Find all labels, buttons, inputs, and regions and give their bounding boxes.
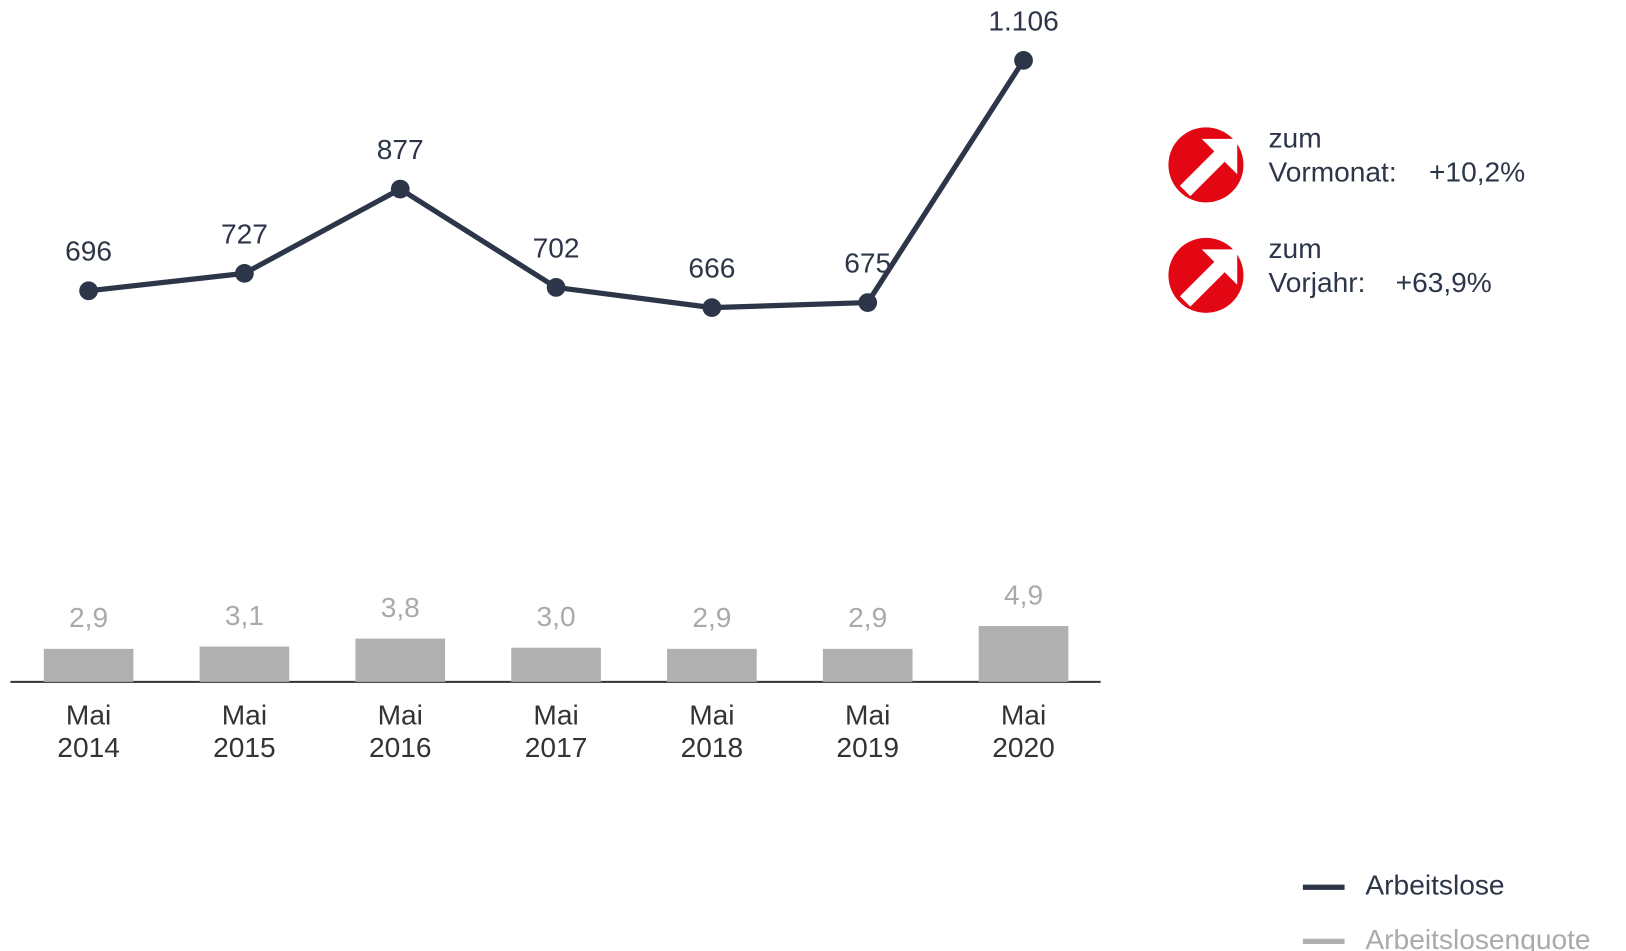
x-tick-label: Mai xyxy=(689,700,734,731)
line-point xyxy=(1014,51,1033,70)
line-value-label: 877 xyxy=(377,134,424,165)
line-value-label: 702 xyxy=(533,232,580,263)
annotation-label: Vormonat: xyxy=(1268,157,1396,188)
annotation-label: zum xyxy=(1268,122,1321,153)
line-point xyxy=(390,179,410,199)
x-tick-label: Mai xyxy=(845,700,890,731)
bar xyxy=(822,648,913,682)
bar xyxy=(978,626,1069,682)
bar-value-label: 3,1 xyxy=(225,600,264,631)
bar-value-label: 3,8 xyxy=(381,592,420,623)
x-tick-label: 2014 xyxy=(57,732,120,763)
line-value-label: 696 xyxy=(65,236,112,267)
bar-value-label: 3,0 xyxy=(537,601,576,632)
x-tick-label: 2017 xyxy=(525,732,588,763)
x-tick-label: 2019 xyxy=(836,732,899,763)
x-tick-label: 2015 xyxy=(213,732,276,763)
line-point xyxy=(546,278,566,297)
line-value-label: 1.106 xyxy=(988,5,1058,36)
x-tick-label: Mai xyxy=(533,700,578,731)
x-tick-label: Mai xyxy=(66,700,111,731)
x-tick-label: 2016 xyxy=(369,732,432,763)
bar-value-label: 2,9 xyxy=(848,602,887,633)
line-value-label: 666 xyxy=(688,253,735,284)
legend-label: Arbeitslose xyxy=(1365,870,1504,901)
bar xyxy=(43,648,134,682)
x-tick-label: 2020 xyxy=(992,732,1055,763)
x-tick-label: 2018 xyxy=(681,732,744,763)
x-tick-label: Mai xyxy=(1001,700,1046,731)
bar xyxy=(355,638,446,682)
arrow-icon xyxy=(1179,138,1238,197)
line-point xyxy=(235,263,254,283)
line-value-label: 675 xyxy=(844,247,891,278)
bar-value-label: 4,9 xyxy=(1004,579,1043,610)
annotation-label: zum xyxy=(1268,233,1321,264)
bar-value-label: 2,9 xyxy=(692,602,731,633)
x-tick-label: Mai xyxy=(222,700,267,731)
annotation-value: +63,9% xyxy=(1396,267,1492,298)
line-value-label: 727 xyxy=(221,218,268,249)
bar xyxy=(511,647,601,682)
annotation-label: Vorjahr: xyxy=(1268,267,1365,298)
line-point xyxy=(702,298,722,318)
arrow-icon xyxy=(1179,249,1238,307)
x-tick-label: Mai xyxy=(378,700,423,731)
bar-value-label: 2,9 xyxy=(69,602,108,633)
line-point xyxy=(79,281,98,301)
bar xyxy=(199,646,290,682)
bar xyxy=(667,648,757,682)
legend-label: Arbeitslosenquote xyxy=(1365,924,1590,951)
line-point xyxy=(858,293,878,312)
annotation-value: +10,2% xyxy=(1429,157,1525,188)
